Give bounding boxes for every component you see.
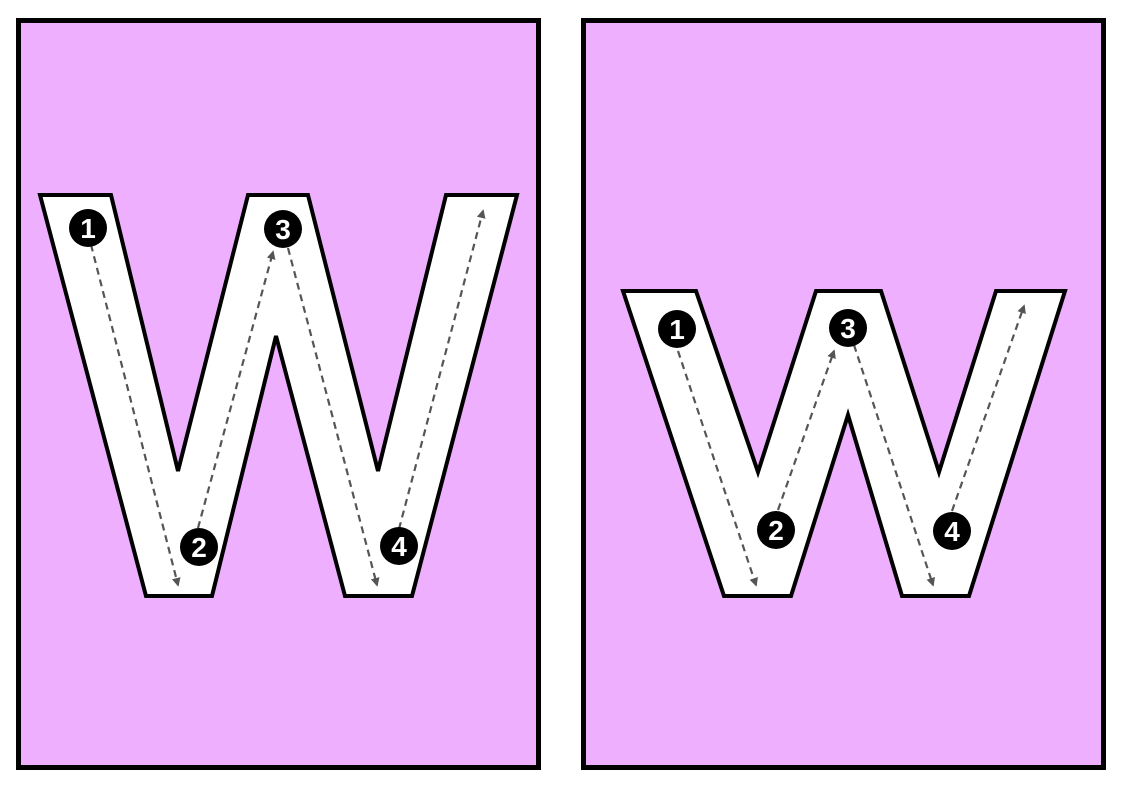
svg-text:3: 3 [840, 313, 856, 344]
stroke-2-marker-icon: 2 [757, 511, 795, 549]
stroke-4-guide [397, 209, 486, 530]
svg-text:2: 2 [768, 515, 784, 546]
svg-text:1: 1 [80, 213, 96, 244]
svg-text:4: 4 [944, 516, 960, 547]
stroke-4-marker-icon: 4 [380, 527, 418, 565]
svg-text:3: 3 [275, 214, 291, 245]
letter-w-shape [37, 193, 520, 598]
stroke-1-guide [86, 232, 181, 587]
uppercase-w-letter: 1 2 3 4 [21, 23, 536, 765]
stroke-1-marker-icon: 1 [658, 310, 696, 348]
stroke-4-guide [950, 304, 1026, 512]
stroke-3-guide [286, 247, 380, 587]
stroke-2-marker-icon: 2 [180, 528, 218, 566]
stroke-4-marker-icon: 4 [933, 512, 971, 550]
lowercase-w-letter: 1 2 3 4 [586, 23, 1101, 765]
stroke-1-guide [676, 350, 758, 587]
stroke-3-marker-icon: 3 [264, 210, 302, 248]
svg-text:1: 1 [669, 314, 685, 345]
stroke-3-guide [852, 344, 935, 587]
svg-text:4: 4 [391, 531, 407, 562]
stroke-2-guide [776, 349, 836, 511]
lowercase-w-card: 1 2 3 4 [581, 18, 1106, 770]
stroke-3-marker-icon: 3 [829, 309, 867, 347]
uppercase-w-card: 1 2 3 4 [16, 18, 541, 770]
stroke-1-marker-icon: 1 [69, 209, 107, 247]
svg-text:2: 2 [191, 532, 207, 563]
